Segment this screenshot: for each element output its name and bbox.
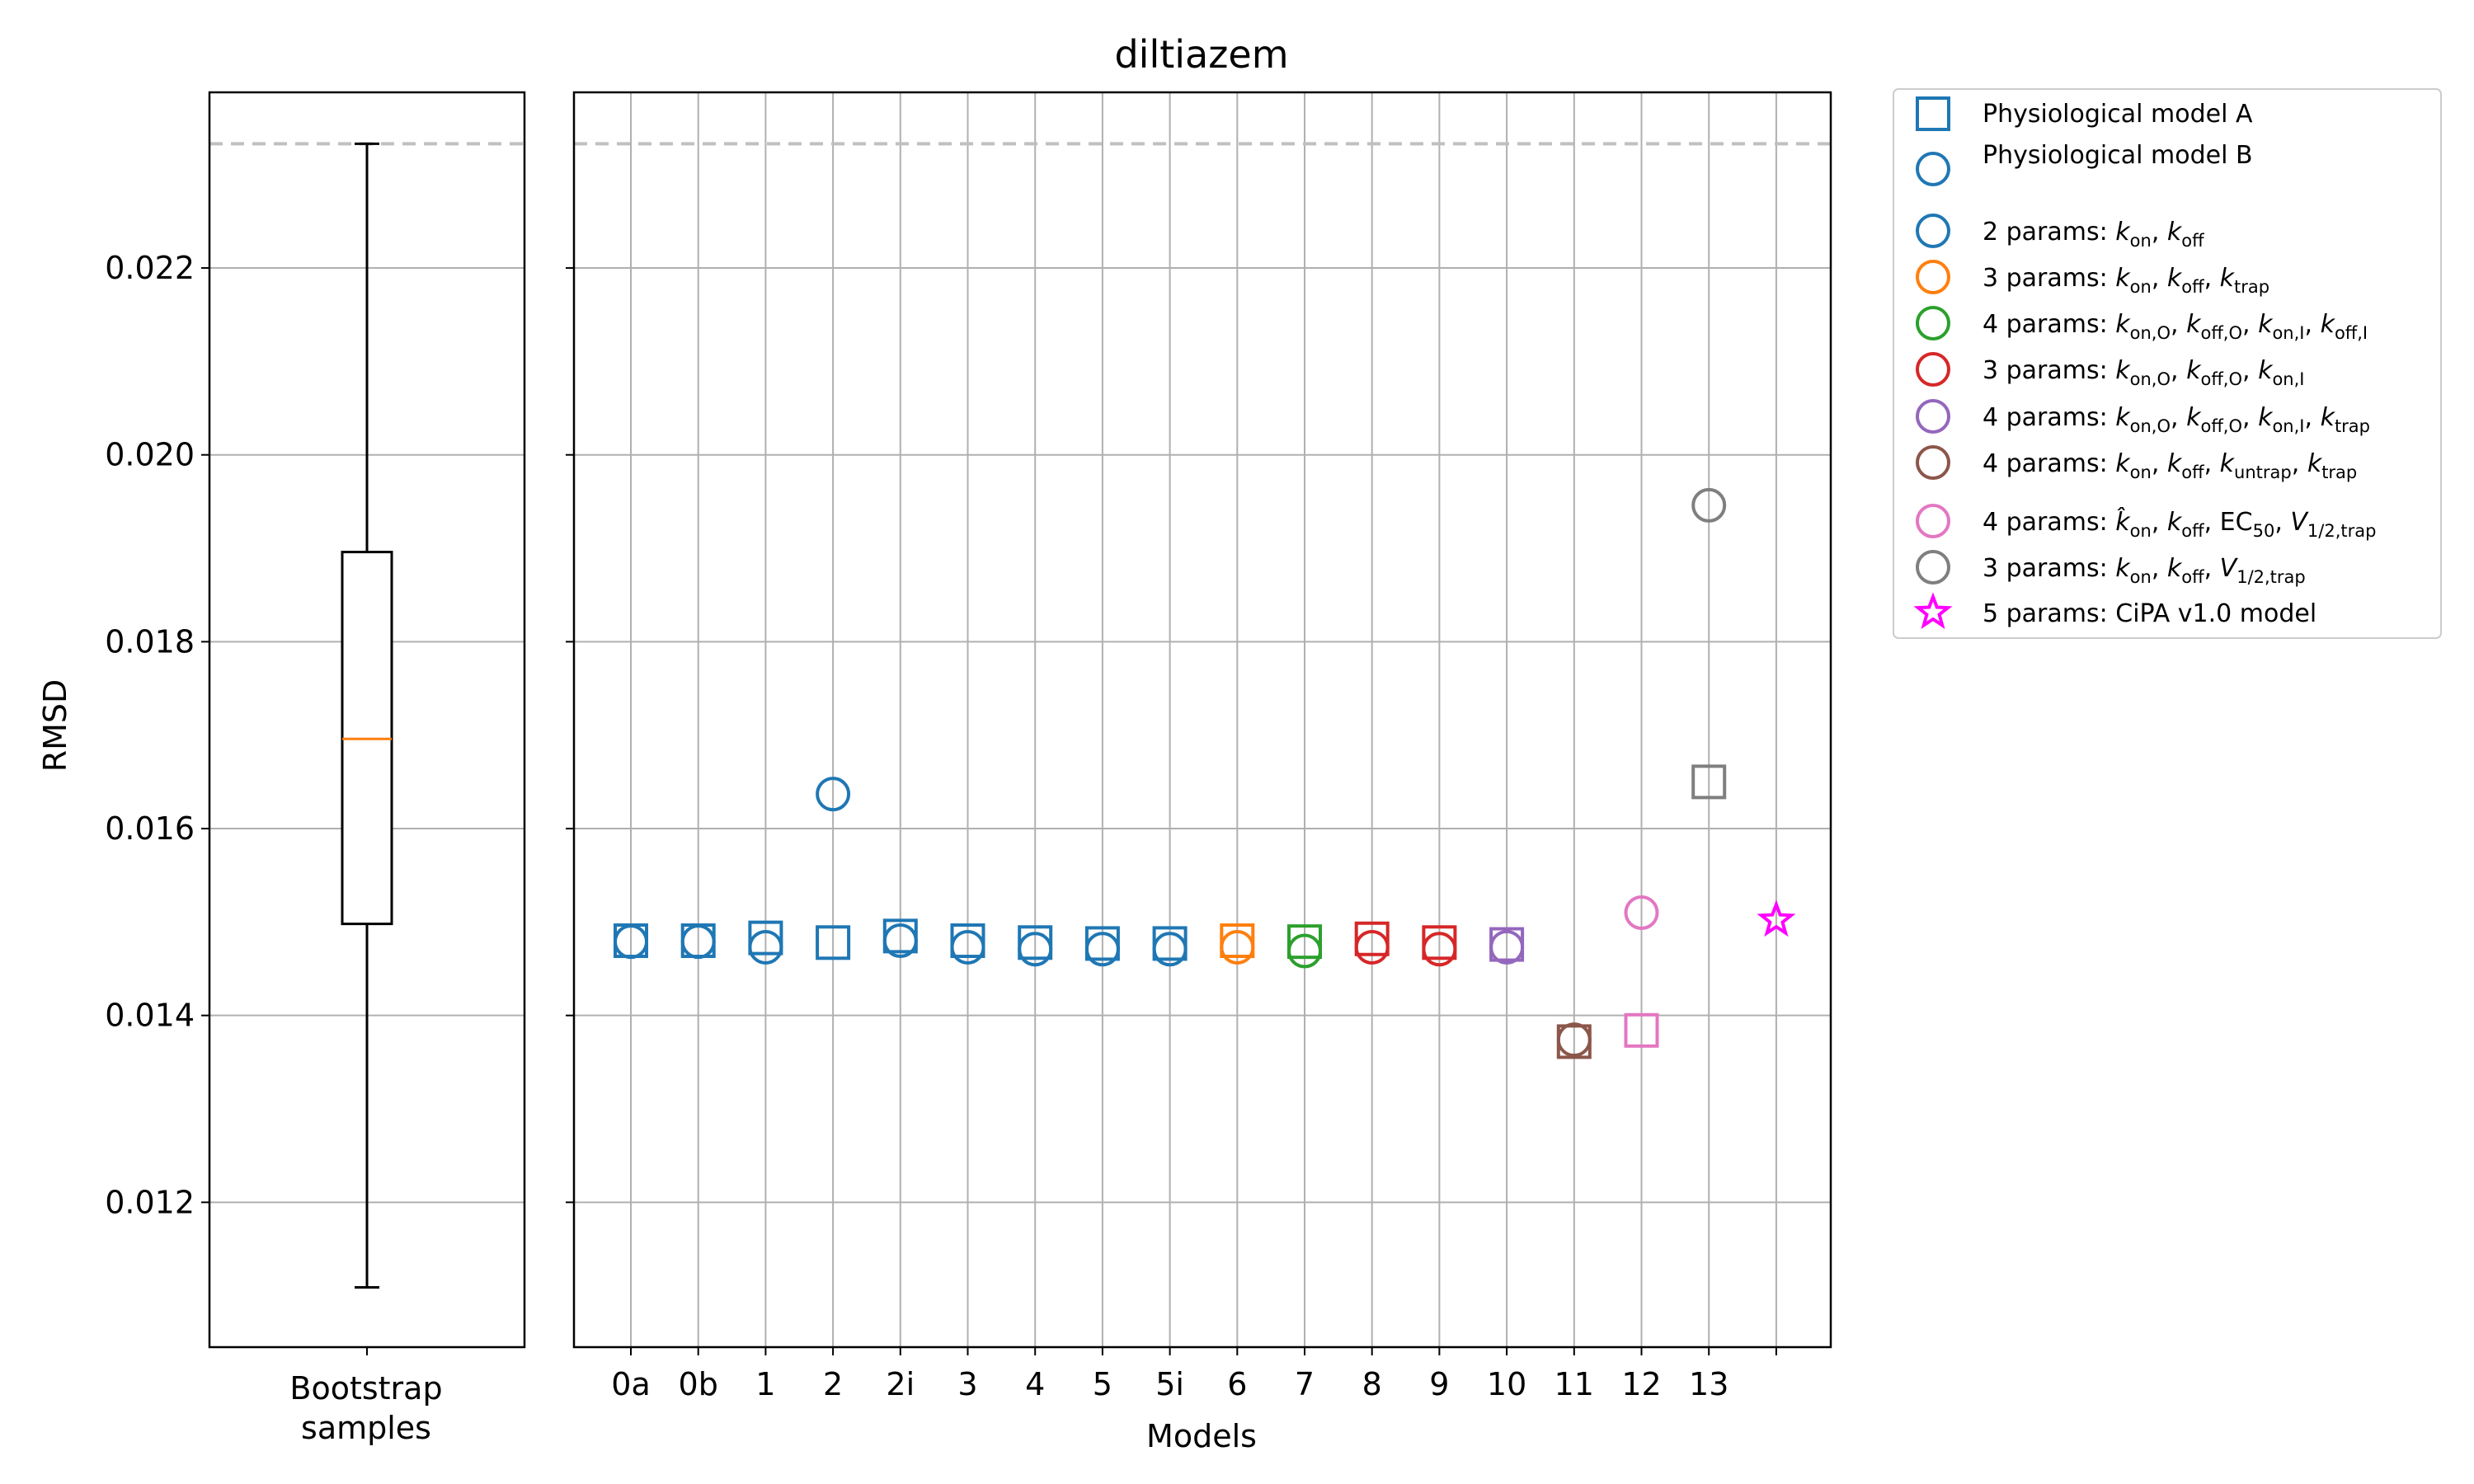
point-square-12 — [1624, 1012, 1659, 1048]
ytick-label: 0.012 — [105, 1184, 195, 1220]
legend-label: 3 params: kon​, koff​, V1/2,trap​ — [1982, 554, 2306, 587]
legend-label: 3 params: kon​, koff​, ktrap​ — [1982, 264, 2269, 297]
point-circle-0b — [680, 924, 716, 960]
legend-label: 4 params: kon​, koff​, kuntrap​, ktrap​ — [1982, 449, 2357, 482]
legend-entry: 3 params: kon​, koff​, ktrap​ — [1916, 260, 2269, 297]
point-square-8 — [1354, 921, 1390, 956]
legend-entry: 3 params: kon​, koff​, V1/2,trap​ — [1916, 550, 2306, 587]
point-circle-4 — [1018, 932, 1053, 967]
point-circle-3 — [950, 929, 985, 965]
legend-marker-circle — [1916, 214, 1950, 248]
legend-marker-circle — [1916, 306, 1950, 340]
xtick-label: 4 — [1025, 1366, 1045, 1402]
point-circle-13 — [1691, 487, 1727, 523]
xtick-label: 0b — [679, 1366, 718, 1402]
legend-entry: 4 params: kon,O​, koff,O​, kon,I​, ktrap… — [1916, 399, 2370, 436]
xtick-label: 2 — [823, 1366, 843, 1402]
legend-entry: 3 params: kon,O​, koff,O​, kon,I​ — [1916, 352, 2304, 389]
xtick-label: 10 — [1487, 1366, 1526, 1402]
ytick-label: 0.020 — [105, 437, 195, 473]
point-circle-5 — [1084, 932, 1120, 967]
boxplot-panel: 0.012 0.014 0.016 0.018 0.020 0.022 — [105, 91, 526, 1355]
legend-frame — [1893, 88, 2442, 639]
chart-title: diltiazem — [1114, 32, 1288, 77]
legend-entry: 4 params: kon​, koff​, kuntrap​, ktrap​ — [1916, 445, 2357, 482]
legend-marker-circle — [1916, 152, 1950, 186]
xtick-label: 5i — [1155, 1366, 1184, 1402]
legend-label: 4 params: k̂on​, koff​, EC50​, V1/2,trap… — [1982, 507, 2376, 541]
point-circle-1 — [748, 929, 783, 965]
legend: Physiological model A Physiological model… — [1893, 88, 2442, 639]
legend-entry: 4 params: k̂on​, koff​, EC50​, V1/2,trap… — [1916, 504, 2376, 541]
point-circle-9 — [1422, 932, 1457, 967]
xtick-label: 0a — [611, 1366, 650, 1402]
boxplot-category-label-line1: Bootstrap — [289, 1370, 442, 1407]
legend-label: 5 params: CiPA v1.0 model — [1982, 599, 2316, 628]
xtick-label: 9 — [1429, 1366, 1449, 1402]
legend-entry: 4 params: kon,O​, koff,O​, kon,I​, koff,… — [1916, 306, 2368, 343]
point-circle-11 — [1556, 1022, 1592, 1058]
xtick-label: 7 — [1295, 1366, 1315, 1402]
legend-entry: Physiological model A — [1916, 96, 2253, 131]
xtick-label: 13 — [1689, 1366, 1729, 1402]
legend-marker-circle — [1916, 550, 1950, 585]
xtick-label: 5 — [1093, 1366, 1112, 1402]
ytick-label: 0.018 — [105, 623, 195, 660]
point-circle-7 — [1287, 933, 1322, 969]
point-circle-6 — [1220, 929, 1255, 965]
legend-entry: Physiological model B — [1916, 141, 2253, 186]
point-circle-2 — [816, 777, 851, 812]
point-square-2 — [816, 925, 851, 960]
scatter-panel: 0a 0b 1 2 2i 3 4 5 5i 6 7 8 9 10 11 12 13 — [566, 91, 1832, 1402]
xtick-label: 3 — [957, 1366, 977, 1402]
ytick-label: 0.014 — [105, 998, 195, 1034]
legend-marker-star — [1913, 592, 1953, 630]
point-circle-12 — [1624, 895, 1659, 931]
ytick-label: 0.016 — [105, 810, 195, 847]
legend-label: Physiological model A — [1982, 100, 2253, 129]
legend-marker-square — [1916, 96, 1950, 131]
legend-marker-circle — [1916, 445, 1950, 480]
y-axis-label: RMSD — [37, 679, 73, 773]
boxplot-category-label-line2: samples — [301, 1410, 431, 1446]
x-axis-label: Models — [1146, 1418, 1257, 1454]
point-circle-5i — [1152, 932, 1188, 967]
legend-marker-circle — [1916, 260, 1950, 294]
ytick-label: 0.022 — [105, 250, 195, 286]
point-circle-2i — [882, 923, 918, 959]
point-circle-0a — [614, 924, 648, 960]
xtick-label: 1 — [755, 1366, 775, 1402]
point-circle-10 — [1489, 929, 1525, 965]
legend-label: 4 params: kon,O​, koff,O​, kon,I​, ktrap… — [1982, 403, 2370, 436]
xtick-label: 8 — [1362, 1366, 1382, 1402]
legend-label: Physiological model B — [1982, 141, 2253, 170]
legend-marker-circle — [1916, 352, 1950, 387]
legend-marker-circle — [1916, 504, 1950, 538]
legend-label: 3 params: kon,O​, koff,O​, kon,I​ — [1982, 356, 2304, 389]
xtick-label: 11 — [1554, 1366, 1594, 1402]
legend-label: 4 params: kon,O​, koff,O​, kon,I​, koff,… — [1982, 310, 2368, 343]
point-star- — [1757, 899, 1796, 937]
legend-entry: 2 params: kon​, koff​ — [1916, 214, 2204, 251]
legend-marker-circle — [1916, 399, 1950, 434]
legend-label: 2 params: kon​, koff​ — [1982, 218, 2204, 251]
xtick-label: 2i — [886, 1366, 915, 1402]
xtick-label: 12 — [1621, 1366, 1661, 1402]
legend-entry: 5 params: CiPA v1.0 model — [1913, 592, 2316, 630]
scatter-axes-frame — [572, 91, 1832, 1349]
point-square-13 — [1691, 764, 1727, 800]
xtick-label: 6 — [1227, 1366, 1247, 1402]
boxplot-axes-frame — [208, 91, 526, 1349]
point-circle-8 — [1354, 929, 1390, 965]
point-square-7 — [1287, 924, 1322, 960]
point-square-1 — [748, 920, 783, 956]
